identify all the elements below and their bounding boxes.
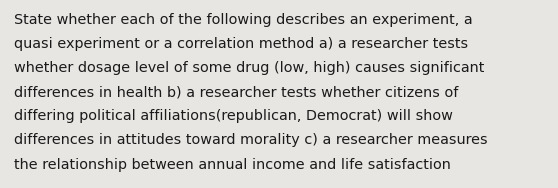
Text: State whether each of the following describes an experiment, a: State whether each of the following desc…: [14, 13, 473, 27]
Text: quasi experiment or a correlation method a) a researcher tests: quasi experiment or a correlation method…: [14, 37, 468, 51]
Text: differences in attitudes toward morality c) a researcher measures: differences in attitudes toward morality…: [14, 133, 488, 147]
Text: the relationship between annual income and life satisfaction: the relationship between annual income a…: [14, 158, 451, 171]
Text: differences in health b) a researcher tests whether citizens of: differences in health b) a researcher te…: [14, 85, 458, 99]
Text: differing political affiliations(republican, Democrat) will show: differing political affiliations(republi…: [14, 109, 453, 123]
Text: whether dosage level of some drug (low, high) causes significant: whether dosage level of some drug (low, …: [14, 61, 484, 75]
